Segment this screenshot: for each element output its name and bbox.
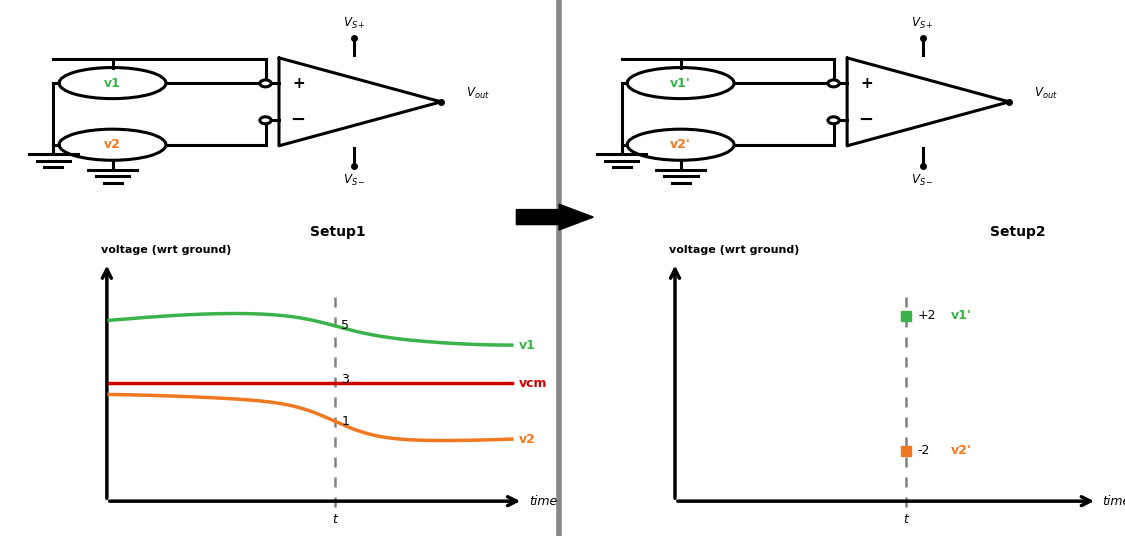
Text: t: t	[903, 513, 908, 526]
Text: v2: v2	[519, 433, 536, 445]
Text: −: −	[858, 111, 873, 129]
Text: −: −	[290, 111, 305, 129]
Ellipse shape	[260, 80, 271, 87]
Ellipse shape	[828, 117, 839, 124]
Text: v2': v2'	[670, 138, 691, 151]
Text: 5: 5	[341, 319, 350, 332]
Text: t: t	[332, 513, 338, 526]
Text: v2: v2	[104, 138, 122, 151]
Ellipse shape	[828, 80, 839, 87]
Text: vcm: vcm	[519, 377, 547, 390]
Polygon shape	[516, 204, 593, 230]
Text: +: +	[292, 76, 305, 91]
Text: $V_{out}$: $V_{out}$	[466, 86, 489, 101]
Text: +2: +2	[917, 309, 936, 322]
Text: time: time	[1102, 495, 1125, 508]
Text: Setup2: Setup2	[990, 225, 1046, 239]
Text: v1': v1'	[670, 77, 691, 90]
Text: $V_{S+}$: $V_{S+}$	[343, 16, 366, 31]
Text: +: +	[861, 76, 873, 91]
Text: $V_{S+}$: $V_{S+}$	[911, 16, 934, 31]
Text: 1: 1	[341, 415, 349, 428]
Text: -2: -2	[917, 444, 929, 457]
Text: voltage (wrt ground): voltage (wrt ground)	[669, 244, 800, 255]
Text: voltage (wrt ground): voltage (wrt ground)	[101, 244, 232, 255]
Ellipse shape	[260, 117, 271, 124]
Text: $V_{S-}$: $V_{S-}$	[343, 173, 366, 188]
Text: $V_{out}$: $V_{out}$	[1034, 86, 1058, 101]
Text: v1: v1	[104, 77, 122, 90]
Text: 3: 3	[341, 373, 349, 386]
Text: v2': v2'	[951, 444, 972, 457]
Text: $V_{S-}$: $V_{S-}$	[911, 173, 934, 188]
Text: v1': v1'	[951, 309, 972, 322]
Text: v1: v1	[519, 339, 536, 352]
Text: time: time	[529, 495, 557, 508]
Text: Setup1: Setup1	[309, 225, 366, 239]
